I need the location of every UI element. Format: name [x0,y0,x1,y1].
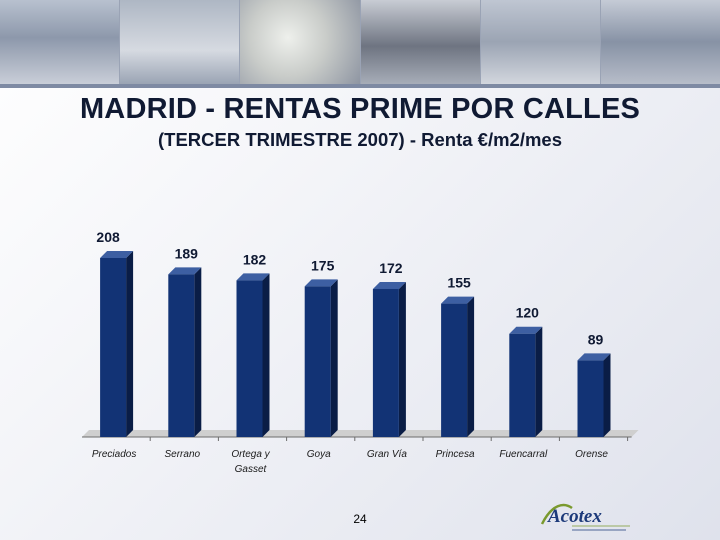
bar-side [603,353,611,437]
data-label: 175 [311,257,335,273]
x-tick-label: Princesa [436,449,475,460]
bar [509,333,536,437]
page-number: 24 [353,512,367,526]
bar-side [194,267,202,437]
data-label: 120 [516,305,540,321]
bar-top [304,279,338,287]
data-label: 182 [243,251,267,267]
bar [236,280,263,437]
header-photo-shop [600,0,720,84]
bar-side [330,279,338,437]
bar-side [467,296,475,437]
logo-swoosh [540,503,573,525]
x-tick-label: Fuencarral [499,449,548,460]
x-tick-label: Gasset [235,464,268,475]
slide-subtitle: (TERCER TRIMESTRE 2007) - Renta €/m2/mes [157,129,563,150]
bar-top [168,267,202,275]
header-photo-textile [360,0,481,84]
header-photo-store [0,0,121,84]
header-divider [0,84,720,88]
bar-top [100,251,134,258]
x-tick-label: Orense [575,449,608,460]
header-photo-buttons [240,0,361,84]
data-label: 155 [447,275,471,291]
chart-floor [82,430,639,437]
data-label: 189 [175,245,199,261]
header-photo-strip [0,0,720,84]
slide-title: MADRID - RENTAS PRIME POR CALLES [79,93,641,125]
bar [100,258,127,437]
bar-top [577,353,611,361]
x-tick-label: Goya [307,449,331,460]
header-photo-bedding [120,0,241,84]
bar [577,360,604,437]
bar-top [372,281,406,289]
bar-side [398,281,406,437]
bar [441,303,468,437]
bar-top [441,296,475,304]
bar-top [509,326,543,334]
x-tick-label: Ortega y [231,449,270,460]
x-tick-label: Preciados [92,449,136,460]
bar [304,286,331,437]
header-photo-mannequin [480,0,601,84]
x-tick-label: Gran Vía [367,449,407,460]
x-tick-label: Serrano [165,449,201,460]
data-label: 208 [96,229,120,245]
acotex-logo: Acotex [540,503,630,531]
bar-side [535,326,543,437]
bar [372,288,399,437]
bar-top [236,273,270,281]
bar-side [262,273,270,437]
logo-wordmark: Acotex [547,506,602,527]
bar-side [126,251,134,437]
data-label: 172 [379,260,403,276]
data-label: 89 [588,331,604,347]
bar [168,274,195,437]
